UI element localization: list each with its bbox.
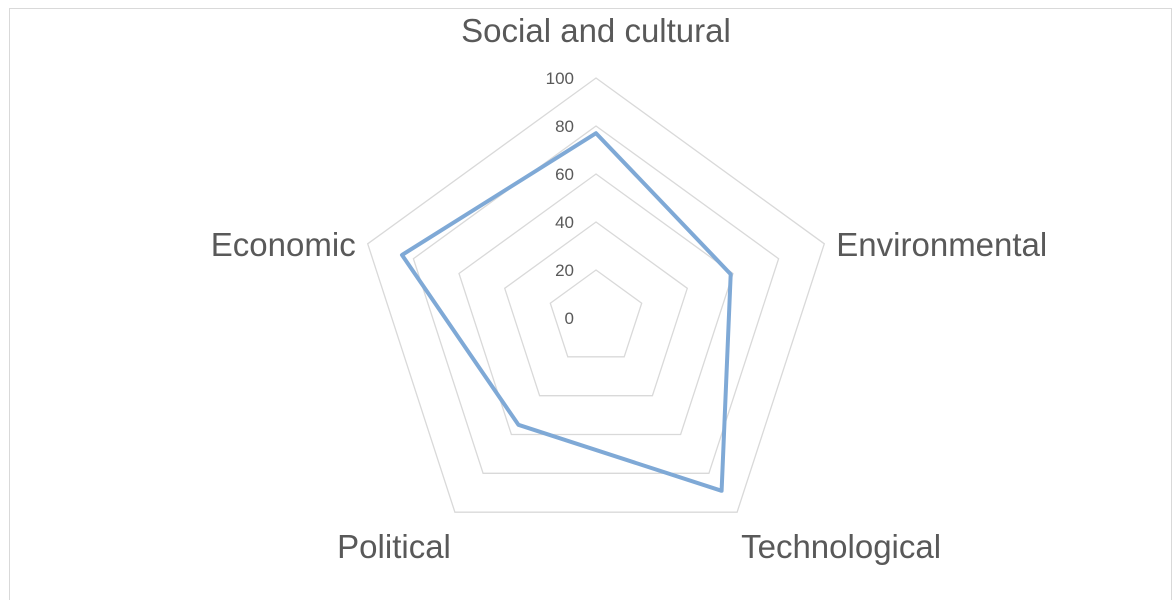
tick-label-40: 40 <box>555 213 574 232</box>
radial-axis-ticks: 0 20 40 60 80 100 <box>546 69 574 328</box>
radar-grid <box>366 77 826 513</box>
category-label-political: Political <box>337 528 451 565</box>
grid-ring-100 <box>366 77 826 513</box>
grid-ring-80 <box>412 125 780 474</box>
grid-ring-60 <box>458 173 734 436</box>
series-line-0 <box>400 131 733 493</box>
tick-label-80: 80 <box>555 117 574 136</box>
tick-label-0: 0 <box>565 309 574 328</box>
category-label-social-and-cultural: Social and cultural <box>461 12 731 49</box>
grid-ring-40 <box>503 221 689 397</box>
tick-label-60: 60 <box>555 165 574 184</box>
radar-series-layer <box>400 131 733 493</box>
tick-label-20: 20 <box>555 261 574 280</box>
category-label-economic: Economic <box>211 226 356 263</box>
category-label-technological: Technological <box>741 528 941 565</box>
tick-label-100: 100 <box>546 69 574 88</box>
chart-area <box>9 8 1172 600</box>
category-label-environmental: Environmental <box>836 226 1047 263</box>
category-labels: Social and cultural Environmental Technolo… <box>211 12 1047 565</box>
grid-ring-20 <box>549 269 643 358</box>
